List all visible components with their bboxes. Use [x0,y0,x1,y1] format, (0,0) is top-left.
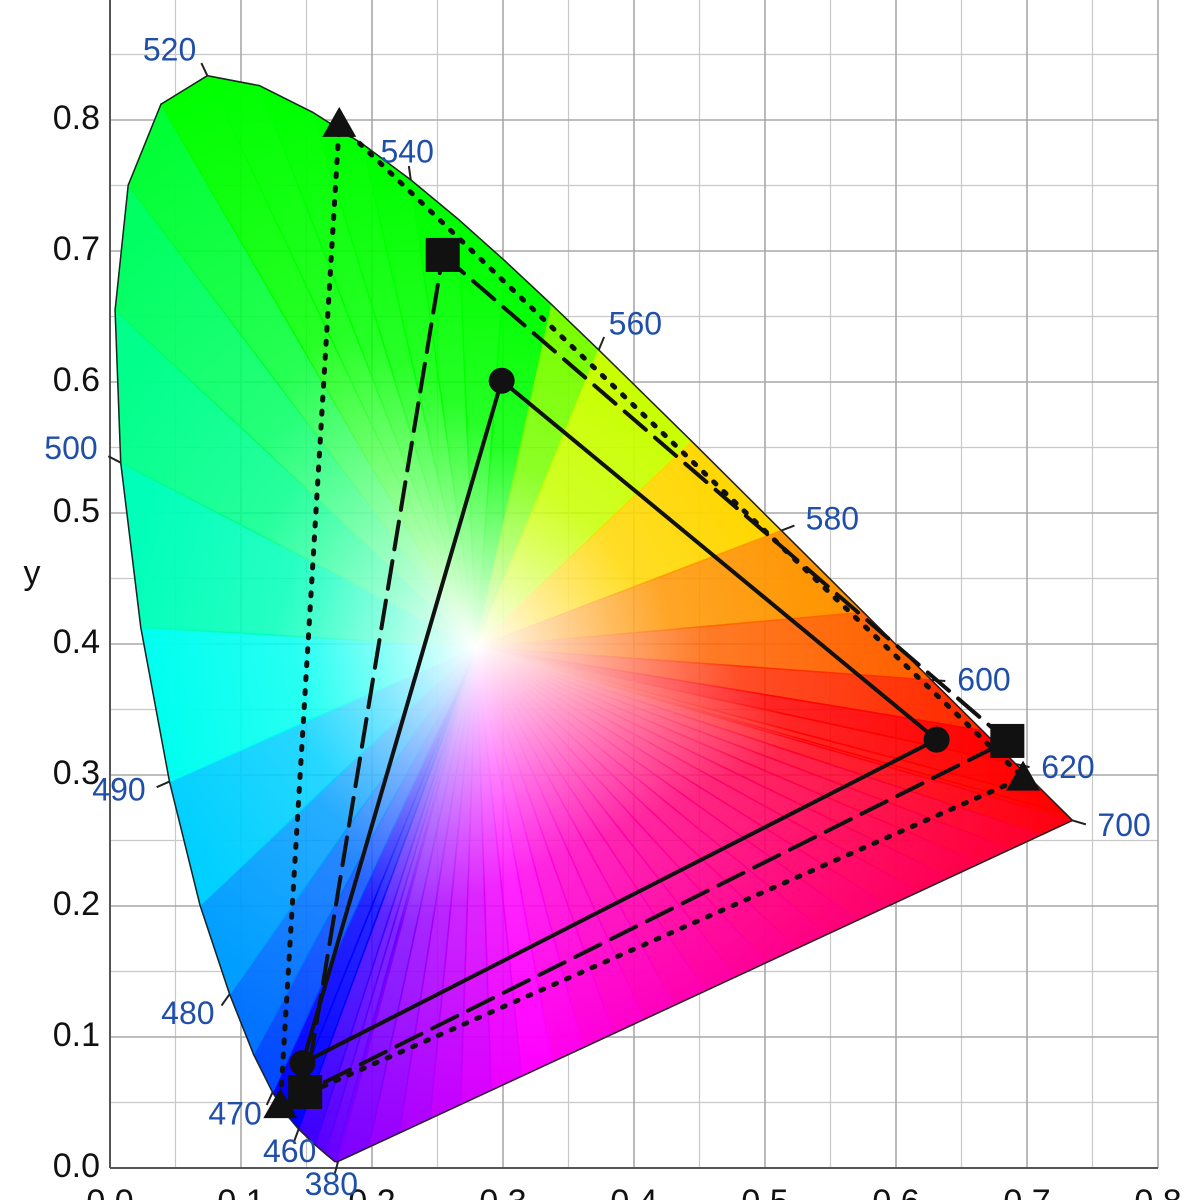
gamut-point [289,1050,316,1077]
wavelength-tick [781,524,795,532]
gamut-point [263,1088,298,1119]
y-tick-label: 0.7 [53,230,100,268]
x-tick-label: 0.5 [741,1183,788,1200]
y-tick-label: 0.1 [53,1016,100,1054]
wavelength-tick [156,780,170,789]
x-tick-label: 0.3 [479,1183,526,1200]
gamut-point [488,367,515,394]
x-tick-label: 0.8 [1134,1183,1181,1200]
x-tick-label: 0.7 [1003,1183,1050,1200]
wavelength-label: 490 [92,771,145,807]
y-tick-label: 0.9 [53,0,100,6]
wavelength-tick [200,62,209,77]
wavelength-tick [1072,819,1087,826]
gamut-outline [299,377,941,1068]
y-tick-label: 0.3 [53,754,100,792]
y-tick-label: 0.5 [53,492,100,530]
x-tick-label: 0.0 [86,1183,133,1200]
gamut-point [1006,760,1041,791]
wavelength-label: 620 [1041,749,1094,785]
wavelength-tick [333,1161,340,1176]
wavelength-label: 500 [44,430,97,466]
gamut-point [322,106,357,137]
x-tick-label: 0.2 [348,1183,395,1200]
gamut-point [923,726,950,753]
gamut-outline [302,251,1011,1096]
wavelength-tick [292,1128,300,1143]
wavelength-label: 540 [380,134,433,170]
wavelength-tick [407,165,412,181]
wavelength-tick [220,993,231,1007]
x-tick-label: 0.1 [217,1183,264,1200]
y-tick-label: 0.0 [53,1147,100,1185]
x-tick-label: 0.6 [872,1183,919,1200]
wavelength-label: 480 [161,995,214,1031]
wavelength-label: 470 [208,1095,261,1131]
locus-fill-group [114,74,1075,1163]
wavelength-label: 520 [143,32,196,68]
wavelength-tick [107,455,122,464]
wavelength-label: 700 [1097,807,1150,843]
wavelength-label: 460 [263,1133,316,1169]
wavelength-tick [265,1091,274,1106]
wavelength-label: 380 [305,1166,358,1200]
y-tick-label: 0.4 [53,623,100,661]
gamut-point [425,237,460,272]
y-tick-label: 0.6 [53,361,100,399]
x-tick-label: 0.4 [610,1183,657,1200]
wavelength-label: 600 [957,661,1010,697]
gamut-point [990,723,1025,758]
wavelength-tick [597,336,606,351]
wavelength-label: 580 [806,501,859,537]
y-tick-label: 0.2 [53,885,100,923]
y-axis-label: y [24,554,41,592]
wavelength-label: 560 [609,305,662,341]
gamut-point [288,1075,323,1110]
y-tick-label: 0.8 [53,99,100,137]
